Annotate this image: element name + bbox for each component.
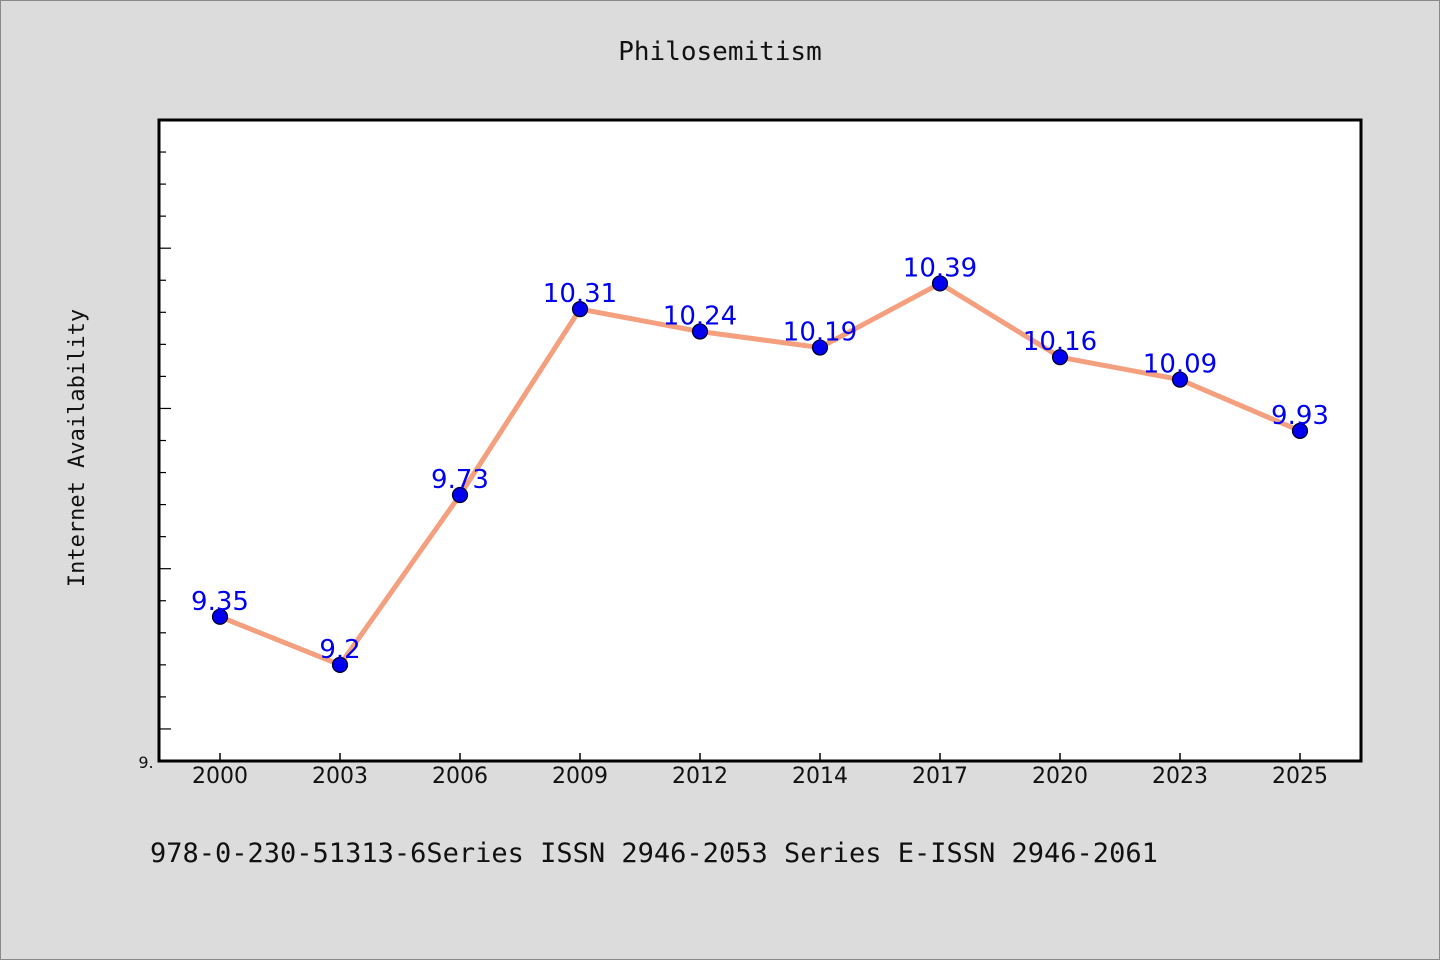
x-tick-label: 2000 (192, 764, 248, 789)
data-label: 10.39 (903, 253, 977, 283)
data-point (211, 608, 229, 625)
series-line (219, 280, 1301, 668)
x-axis-ticks: 2000 2003 2006 2009 2012 2014 2017 2020 2023 2025 (192, 753, 1328, 789)
data-point (691, 323, 709, 340)
x-tick-label: 2017 (912, 764, 968, 789)
data-point (451, 486, 469, 504)
chart-title: Philosemitism (618, 37, 822, 67)
footer-identifier-text: 978-0-230-51313-6Series ISSN 2946-2053 S… (150, 838, 1158, 869)
x-tick-label: 2023 (1152, 764, 1208, 789)
x-tick-label: 2020 (1032, 764, 1088, 789)
data-markers (211, 275, 1309, 673)
data-point (331, 656, 349, 673)
data-label: 10.24 (663, 302, 737, 332)
data-label: 10.09 (1143, 350, 1217, 380)
data-label: 9.35 (191, 587, 249, 617)
x-tick-label: 2014 (792, 764, 848, 789)
data-point (931, 275, 949, 292)
data-label: 9.93 (1271, 401, 1329, 431)
data-label: 9.2 (319, 635, 360, 665)
data-label: 10.31 (543, 279, 617, 309)
data-labels: 9.35 9.2 9.73 10.31 10.24 10.19 10.39 10.16 10.0… (191, 253, 1329, 664)
x-tick-label: 2006 (432, 764, 488, 789)
data-point (1171, 371, 1189, 388)
y-tick-label: 9. (138, 753, 153, 772)
x-tick-label: 2025 (1272, 764, 1328, 789)
data-point (811, 339, 829, 356)
data-point (1051, 349, 1069, 366)
data-label: 10.16 (1023, 327, 1097, 357)
x-tick-label: 2003 (312, 764, 368, 789)
x-tick-label: 2012 (672, 764, 728, 789)
y-axis-ticks (159, 151, 171, 730)
x-tick-label: 2009 (552, 764, 608, 789)
data-point (571, 300, 589, 318)
data-label: 9.73 (431, 465, 489, 495)
y-axis-label: Internet Availability (65, 309, 90, 587)
plot-area (157, 118, 1363, 763)
data-point (1291, 422, 1309, 439)
data-label: 10.19 (783, 318, 857, 348)
